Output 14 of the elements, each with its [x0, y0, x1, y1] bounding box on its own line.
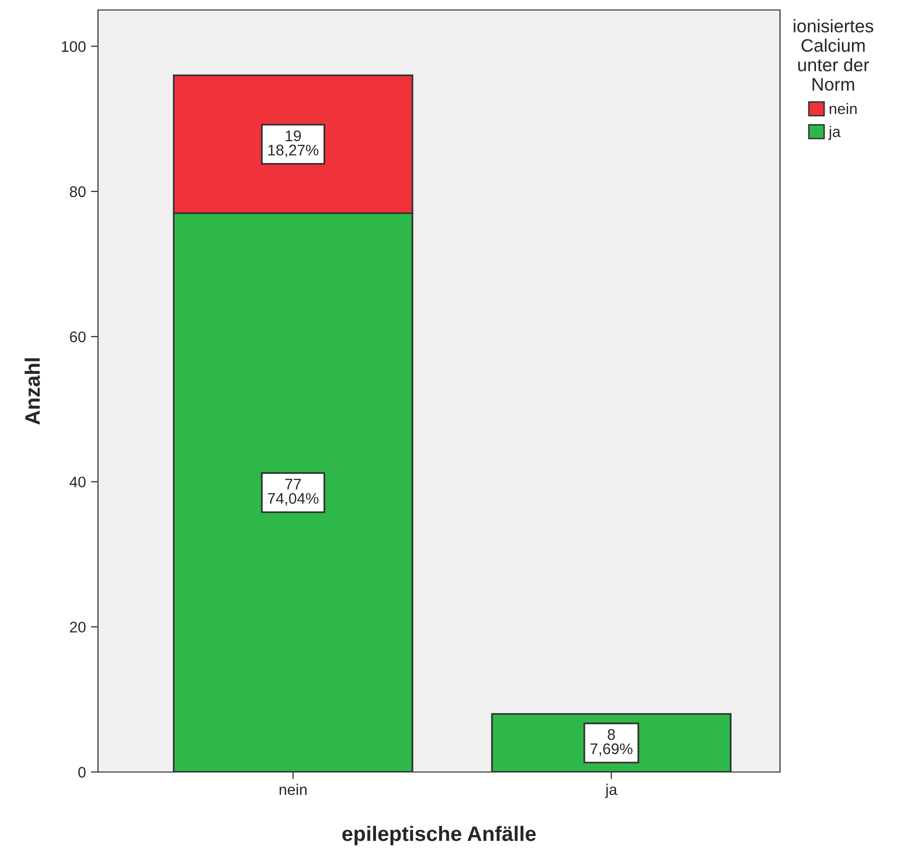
y-tick-label: 20 [70, 622, 86, 633]
data-label: 8 7,69% [590, 729, 632, 756]
data-label: 77 74,04% [268, 478, 318, 506]
y-tick-label: 100 [62, 41, 86, 52]
y-axis-title: Anzahl [24, 358, 40, 425]
x-axis-title: epileptische Anfälle [342, 826, 536, 846]
legend-label: ja [828, 126, 841, 140]
y-tick-label: 60 [70, 331, 86, 342]
legend-label: nein [830, 102, 857, 114]
data-label: 19 18,27% [268, 130, 318, 158]
y-tick-label: 80 [70, 186, 86, 198]
y-tick-label: 0 [78, 766, 86, 778]
y-tick-label: 40 [70, 476, 86, 488]
legend-title: ionisiertes Calcium unter der Norm [794, 19, 874, 91]
